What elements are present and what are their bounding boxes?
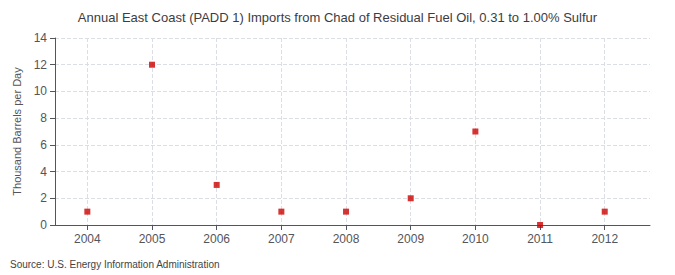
svg-text:0: 0 xyxy=(40,218,47,232)
svg-text:2006: 2006 xyxy=(203,232,230,246)
svg-text:2008: 2008 xyxy=(333,232,360,246)
svg-text:2: 2 xyxy=(40,191,47,205)
svg-text:Thousand Barrels per Day: Thousand Barrels per Day xyxy=(11,67,23,196)
svg-text:Source: U.S. Energy Informatio: Source: U.S. Energy Information Administ… xyxy=(10,259,220,270)
svg-text:6: 6 xyxy=(40,138,47,152)
svg-text:2012: 2012 xyxy=(591,232,618,246)
svg-text:2007: 2007 xyxy=(268,232,295,246)
svg-text:2005: 2005 xyxy=(139,232,166,246)
svg-text:10: 10 xyxy=(34,84,48,98)
svg-text:12: 12 xyxy=(34,58,48,72)
svg-text:2004: 2004 xyxy=(74,232,101,246)
svg-text:8: 8 xyxy=(40,111,47,125)
svg-text:4: 4 xyxy=(40,165,47,179)
svg-text:Annual East Coast (PADD 1) Imp: Annual East Coast (PADD 1) Imports from … xyxy=(78,10,598,25)
svg-text:2011: 2011 xyxy=(527,232,553,246)
svg-text:14: 14 xyxy=(34,31,48,45)
svg-text:2010: 2010 xyxy=(462,232,489,246)
svg-text:2009: 2009 xyxy=(397,232,424,246)
